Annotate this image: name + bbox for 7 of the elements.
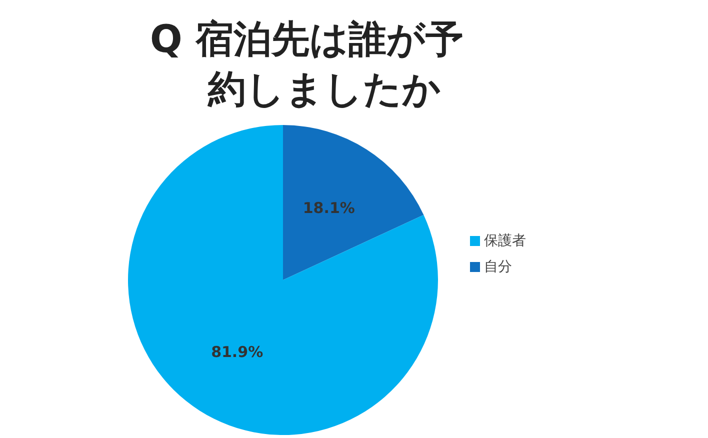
data-label: 18.1% xyxy=(302,199,355,218)
pie-slice xyxy=(128,125,438,435)
legend-label: 保護者 xyxy=(484,233,526,249)
pie-slice xyxy=(283,125,424,280)
chart-title: Q 宿泊先は誰が予約しましたか xyxy=(150,16,465,113)
data-label: 81.9% xyxy=(211,342,264,361)
legend-label: 自分 xyxy=(484,259,512,275)
